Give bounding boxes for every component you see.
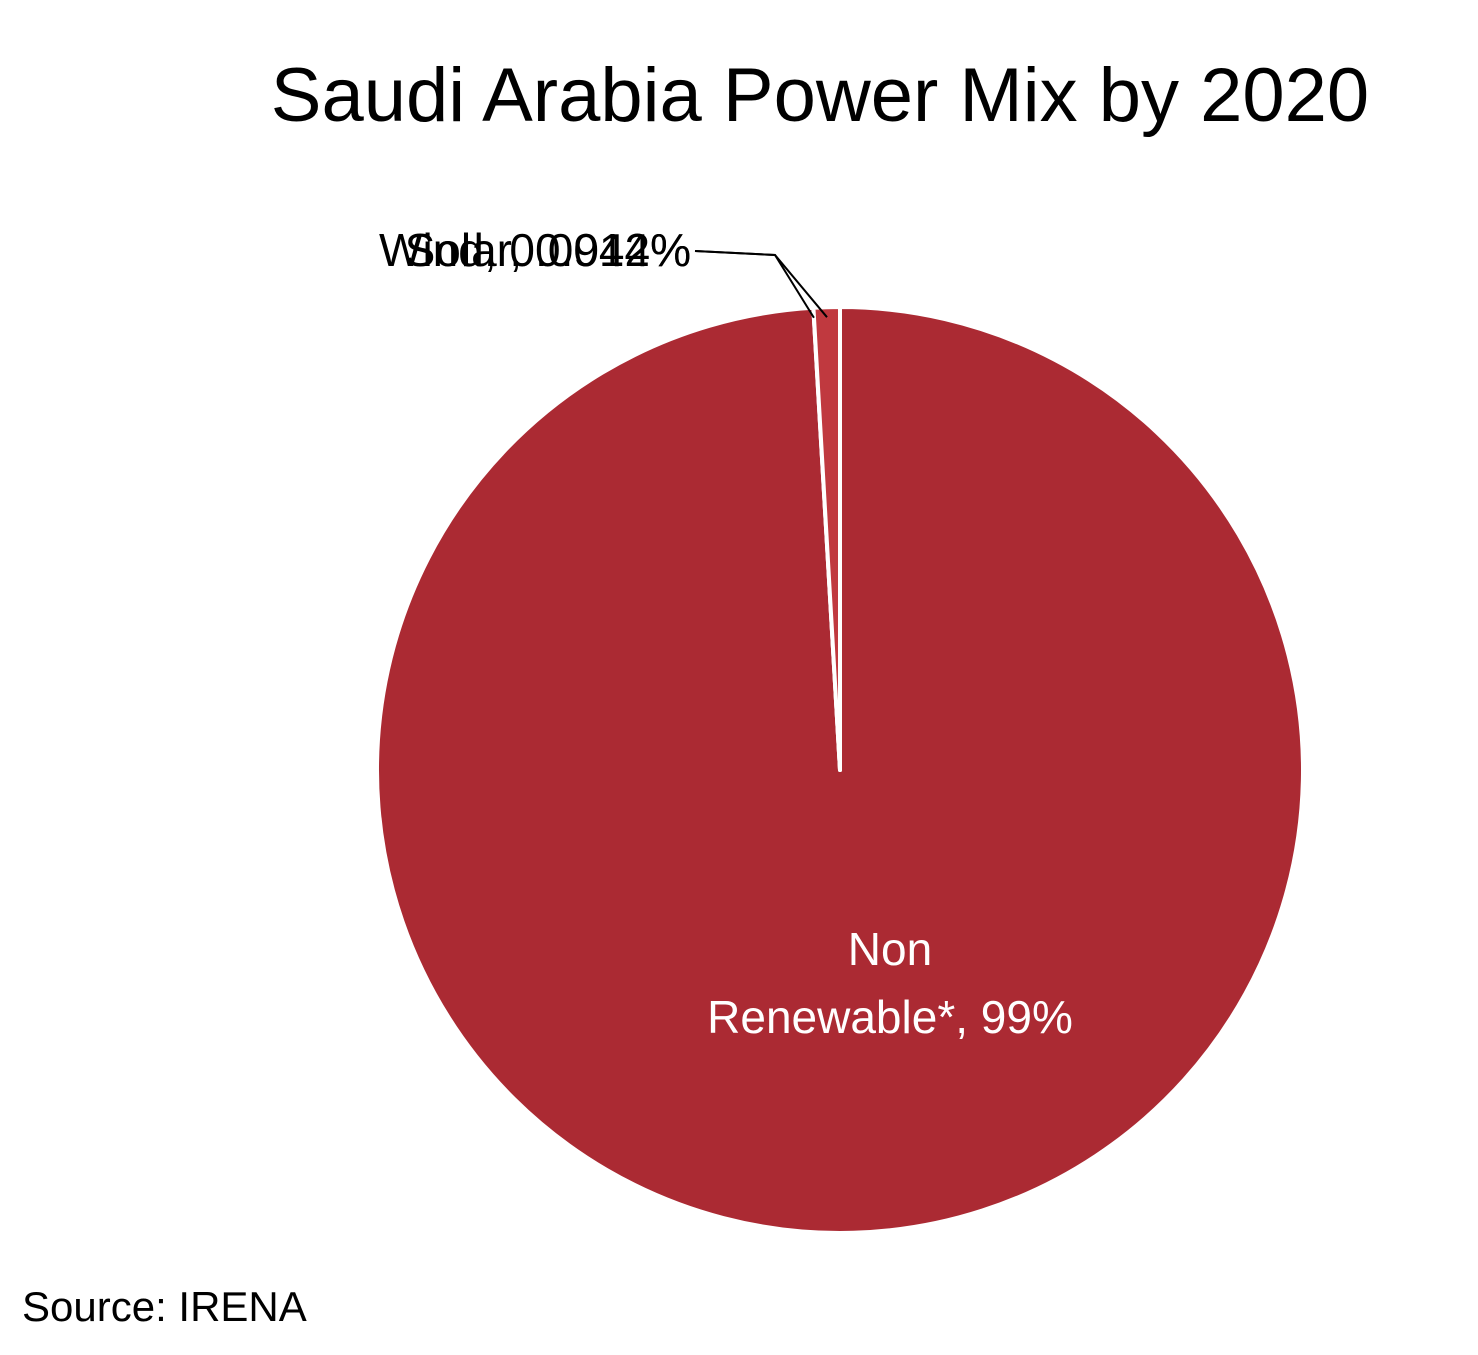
pie-slices [375,305,1305,1235]
slice-label-non-line: Renewable*, 99% [707,991,1073,1043]
leader-line-solar-0-914 [694,250,828,318]
slice-label-wind-0-0042: Wind, 0.0042% [379,224,691,276]
slice-label-non-line: Non [848,923,932,975]
source-note: Source: IRENA [22,1283,307,1330]
slice-label-solar-0-914: Solar, 0.914% [405,224,691,276]
pie-slice-solar-0-914 [811,305,842,772]
slice-labels: Non Renewable*, 99% Wind, 0.0042%Solar, 0.… [379,224,1073,1043]
leader-lines [694,250,828,319]
chart-title: Saudi Arabia Power Mix by 2020 [270,53,1370,138]
slice-label-non: Non Renewable*, 99% [707,923,1073,1043]
